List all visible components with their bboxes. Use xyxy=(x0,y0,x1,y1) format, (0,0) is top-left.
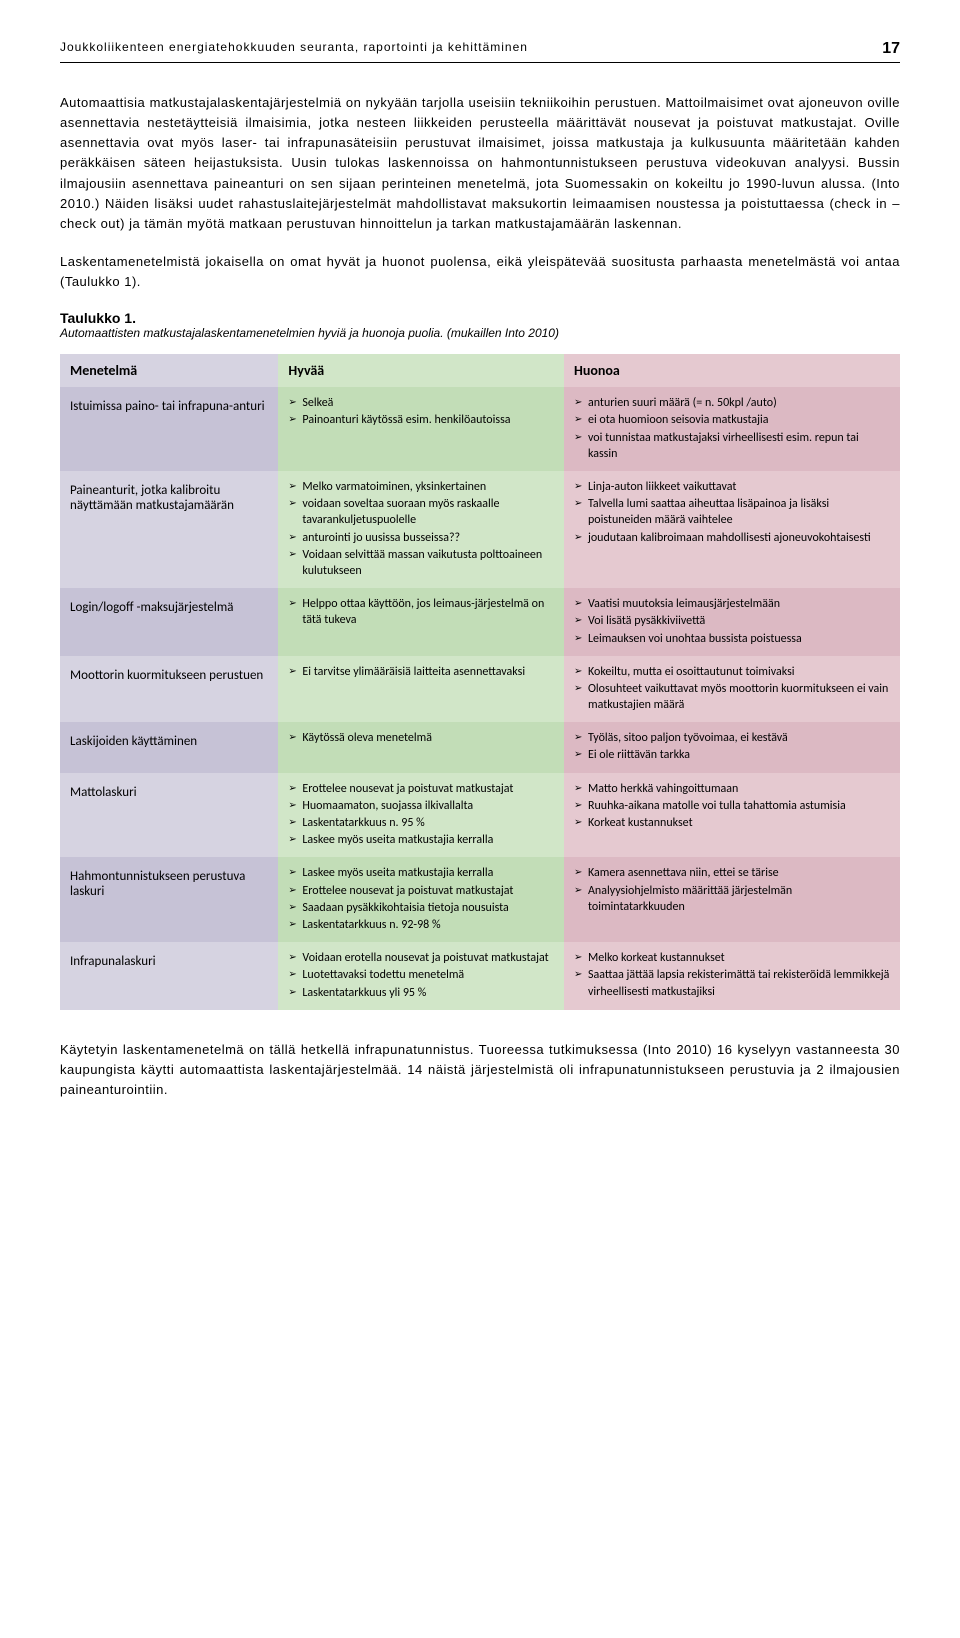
list-item: Huomaamaton, suojassa ilkivallalta xyxy=(288,798,554,814)
list-item: Erottelee nousevat ja poistuvat matkusta… xyxy=(288,883,554,899)
list-item: Helppo ottaa käyttöön, jos leimaus-järje… xyxy=(288,596,554,628)
table-heading: Taulukko 1. xyxy=(60,310,900,326)
list-item: Saadaan pysäkkikohtaisia tietoja nousuis… xyxy=(288,900,554,916)
paragraph-3: Käytetyin laskentamenetelmä on tällä het… xyxy=(60,1040,900,1100)
table-row-method: Istuimissa paino- tai infrapuna-anturi xyxy=(60,387,278,471)
list-item: Melko varmatoiminen, yksinkertainen xyxy=(288,479,554,495)
list-item: Olosuhteet vaikuttavat myös moottorin ku… xyxy=(574,681,890,713)
list-item: anturien suuri määrä (= n. 50kpl /auto) xyxy=(574,395,890,411)
table-row-method: Infrapunalaskuri xyxy=(60,942,278,1010)
list-item: Vaatisi muutoksia leimausjärjestelmään xyxy=(574,596,890,612)
list-item: Painoanturi käytössä esim. henkilöautois… xyxy=(288,412,554,428)
table-row-bad: Matto herkkä vahingoittumaanRuuhka-aikan… xyxy=(564,773,900,858)
list-item: Ruuhka-aikana matolle voi tulla tahattom… xyxy=(574,798,890,814)
page-header-title: Joukkoliikenteen energiatehokkuuden seur… xyxy=(60,40,528,58)
table-row-bad: anturien suuri määrä (= n. 50kpl /auto)e… xyxy=(564,387,900,471)
page-number: 17 xyxy=(882,40,900,58)
table-row-method: Login/logoff -maksujärjestelmä xyxy=(60,588,278,656)
list-item: Laskentatarkkuus n. 95 % xyxy=(288,815,554,831)
table-row-bad: Työläs, sitoo paljon työvoimaa, ei kestä… xyxy=(564,722,900,772)
table-row-good: Käytössä oleva menetelmä xyxy=(278,722,564,772)
list-item: Saattaa jättää lapsia rekisterimättä tai… xyxy=(574,967,890,999)
list-item: Leimauksen voi unohtaa bussista poistues… xyxy=(574,631,890,647)
list-item: Laskee myös useita matkustajia kerralla xyxy=(288,832,554,848)
list-item: Talvella lumi saattaa aiheuttaa lisäpain… xyxy=(574,496,890,528)
table-row-good: Helppo ottaa käyttöön, jos leimaus-järje… xyxy=(278,588,564,656)
list-item: Selkeä xyxy=(288,395,554,411)
methods-table: MenetelmäHyvääHuonoa Istuimissa paino- t… xyxy=(60,354,900,1009)
list-item: Työläs, sitoo paljon työvoimaa, ei kestä… xyxy=(574,730,890,746)
list-item: Kokeiltu, mutta ei osoittautunut toimiva… xyxy=(574,664,890,680)
table-row-good: Melko varmatoiminen, yksinkertainenvoida… xyxy=(278,471,564,588)
paragraph-1: Automaattisia matkustajalaskentajärjeste… xyxy=(60,93,900,234)
list-item: Erottelee nousevat ja poistuvat matkusta… xyxy=(288,781,554,797)
table-row-method: Paineanturit, jotka kalibroitu näyttämää… xyxy=(60,471,278,588)
list-item: Voidaan erotella nousevat ja poistuvat m… xyxy=(288,950,554,966)
table-header-bad: Huonoa xyxy=(564,354,900,387)
paragraph-2: Laskentamenetelmistä jokaisella on omat … xyxy=(60,252,900,292)
list-item: voidaan soveltaa suoraan myös raskaalle … xyxy=(288,496,554,528)
table-caption: Automaattisten matkustajalaskentamenetel… xyxy=(60,326,900,340)
list-item: Ei ole riittävän tarkka xyxy=(574,747,890,763)
table-row-good: Ei tarvitse ylimääräisiä laitteita asenn… xyxy=(278,656,564,723)
list-item: Ei tarvitse ylimääräisiä laitteita asenn… xyxy=(288,664,554,680)
table-row-good: Voidaan erotella nousevat ja poistuvat m… xyxy=(278,942,564,1010)
table-row-method: Moottorin kuormitukseen perustuen xyxy=(60,656,278,723)
list-item: Analyysiohjelmisto määrittää järjestelmä… xyxy=(574,883,890,915)
list-item: Korkeat kustannukset xyxy=(574,815,890,831)
table-row-bad: Vaatisi muutoksia leimausjärjestelmäänVo… xyxy=(564,588,900,656)
list-item: joudutaan kalibroimaan mahdollisesti ajo… xyxy=(574,530,890,546)
table-row-good: Erottelee nousevat ja poistuvat matkusta… xyxy=(278,773,564,858)
list-item: Luotettavaksi todettu menetelmä xyxy=(288,967,554,983)
list-item: Laskentatarkkuus yli 95 % xyxy=(288,985,554,1001)
table-row-good: SelkeäPainoanturi käytössä esim. henkilö… xyxy=(278,387,564,471)
table-row-method: Mattolaskuri xyxy=(60,773,278,858)
table-header-method: Menetelmä xyxy=(60,354,278,387)
table-row-bad: Kokeiltu, mutta ei osoittautunut toimiva… xyxy=(564,656,900,723)
list-item: Linja-auton liikkeet vaikuttavat xyxy=(574,479,890,495)
list-item: Laskee myös useita matkustajia kerralla xyxy=(288,865,554,881)
list-item: anturointi jo uusissa busseissa?? xyxy=(288,530,554,546)
table-row-method: Laskijoiden käyttäminen xyxy=(60,722,278,772)
list-item: Voi lisätä pysäkkiviivettä xyxy=(574,613,890,629)
table-row-method: Hahmontunnistukseen perustuva laskuri xyxy=(60,857,278,942)
list-item: Käytössä oleva menetelmä xyxy=(288,730,554,746)
list-item: Voidaan selvittää massan vaikutusta polt… xyxy=(288,547,554,579)
list-item: Kamera asennettava niin, ettei se tärise xyxy=(574,865,890,881)
list-item: ei ota huomioon seisovia matkustajia xyxy=(574,412,890,428)
list-item: Melko korkeat kustannukset xyxy=(574,950,890,966)
table-row-bad: Melko korkeat kustannuksetSaattaa jättää… xyxy=(564,942,900,1010)
list-item: voi tunnistaa matkustajaksi virheellises… xyxy=(574,430,890,462)
table-row-bad: Linja-auton liikkeet vaikuttavatTalvella… xyxy=(564,471,900,588)
list-item: Matto herkkä vahingoittumaan xyxy=(574,781,890,797)
page-header: Joukkoliikenteen energiatehokkuuden seur… xyxy=(60,40,900,63)
table-row-bad: Kamera asennettava niin, ettei se tärise… xyxy=(564,857,900,942)
table-row-good: Laskee myös useita matkustajia kerralla E… xyxy=(278,857,564,942)
list-item: Laskentatarkkuus n. 92-98 % xyxy=(288,917,554,933)
table-header-good: Hyvää xyxy=(278,354,564,387)
